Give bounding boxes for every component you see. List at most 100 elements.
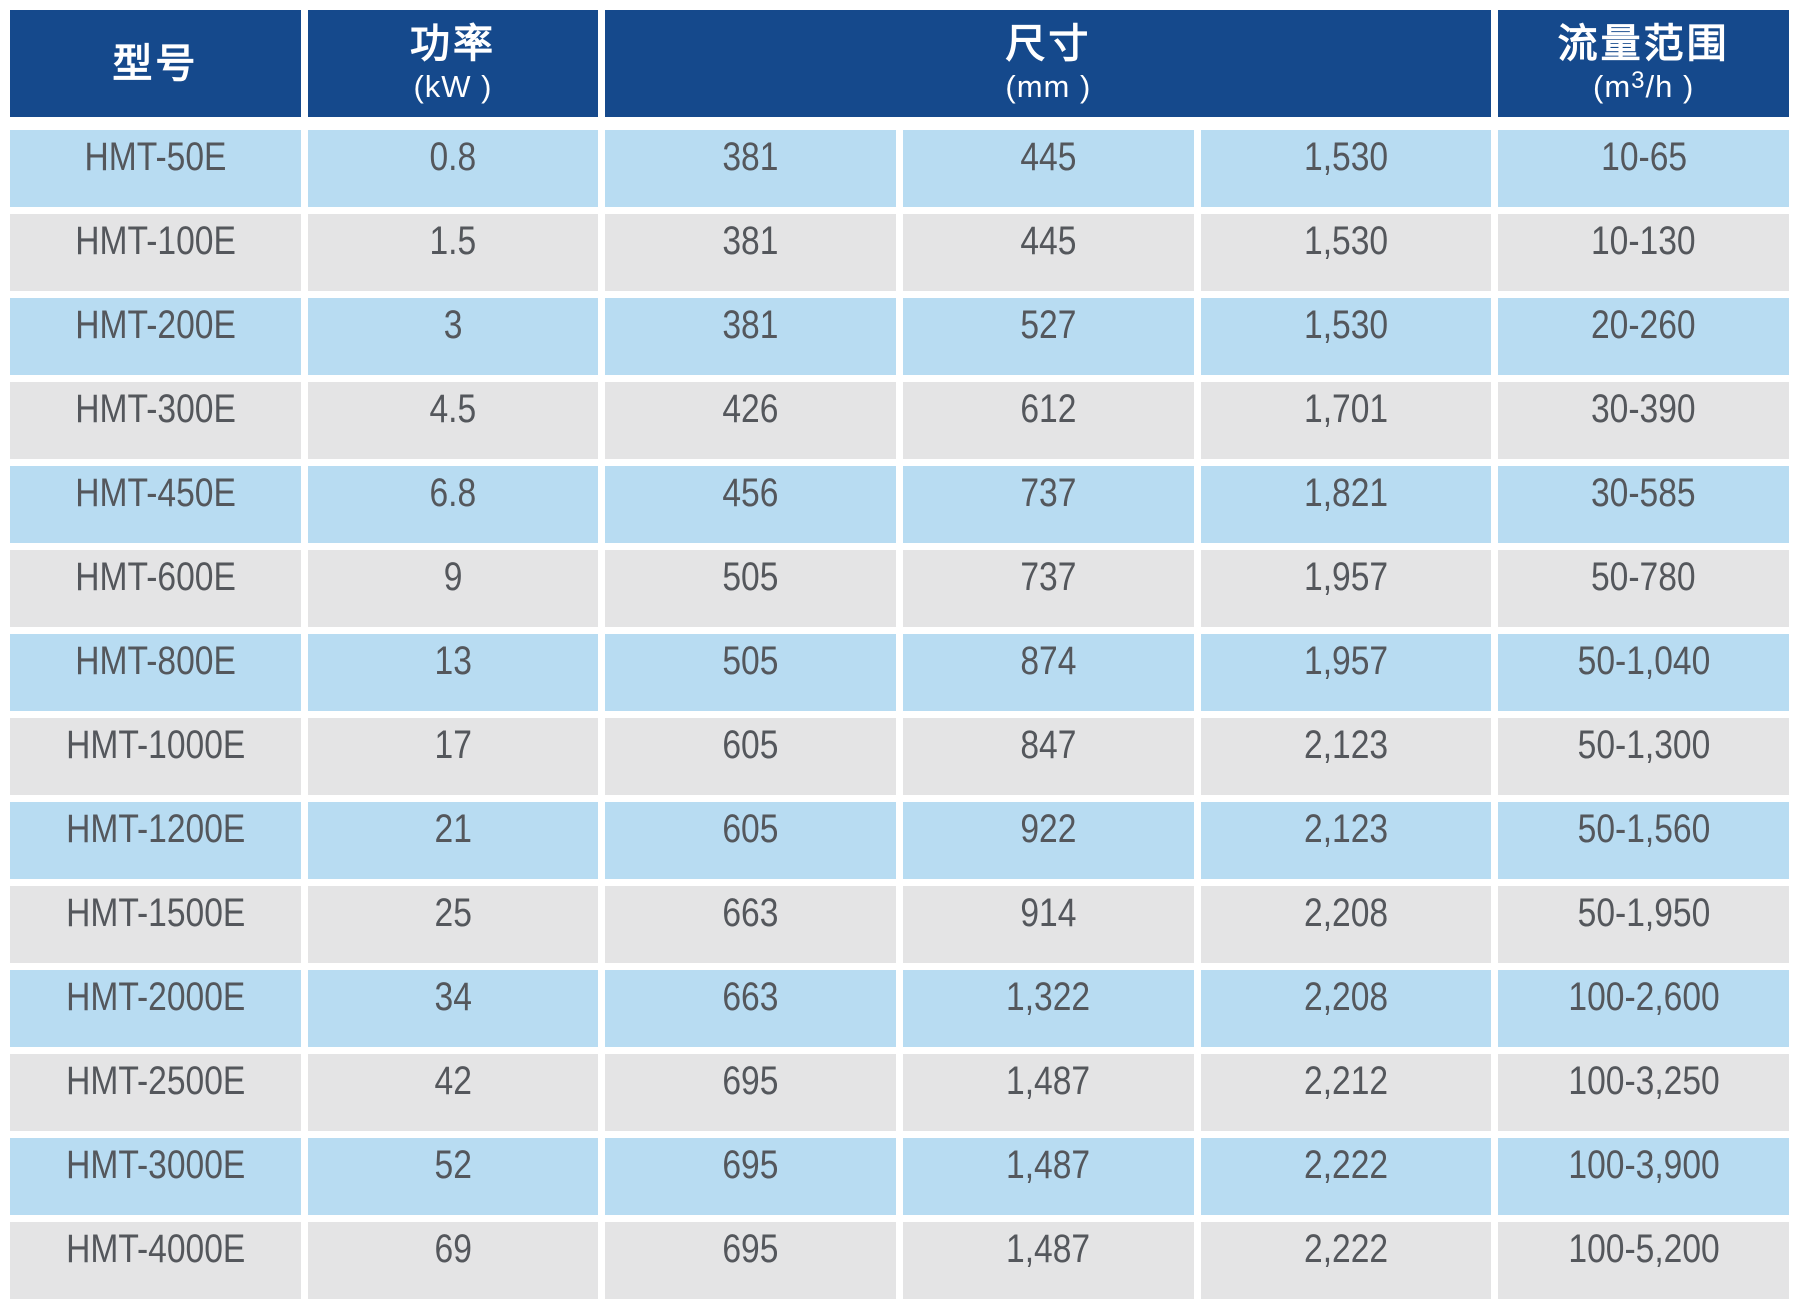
cell-value: HMT-50E <box>84 135 227 179</box>
cell-dim-2-row-10: 914 <box>902 886 1194 963</box>
cell-value: 100-5,200 <box>1567 1227 1720 1271</box>
cell-value: 50-780 <box>1591 555 1696 599</box>
header-flow-range: 流量范围 (m3/h ) <box>1498 10 1789 117</box>
cell-dim-3-row-9: 2,123 <box>1200 802 1492 879</box>
cell-model-row-11: HMT-2000E <box>10 970 301 1047</box>
cell-flow-range-row-13: 100-3,900 <box>1498 1138 1789 1215</box>
cell-value: 426 <box>722 387 779 431</box>
cell-value: HMT-1000E <box>65 723 245 767</box>
cell-value: 69 <box>434 1227 472 1271</box>
cell-value: 6.8 <box>429 471 477 515</box>
header-power: 功率 (kW ) <box>307 10 599 117</box>
cell-value: HMT-4000E <box>65 1227 245 1271</box>
cell-value: 10-65 <box>1600 135 1687 179</box>
cell-dim-3-row-14: 2,222 <box>1200 1222 1492 1299</box>
cell-power-kw-row-6: 9 <box>307 550 599 627</box>
cell-flow-range-row-3: 20-260 <box>1498 298 1789 375</box>
cell-power-kw-row-4: 4.5 <box>307 382 599 459</box>
cell-dim-2-row-6: 737 <box>902 550 1194 627</box>
cell-model-row-1: HMT-50E <box>10 130 301 207</box>
table-body: HMT-50E 0.8 381 445 1,530 10-65 HMT-100E 1.5 381… <box>10 130 1789 1299</box>
cell-value: 2,208 <box>1303 891 1389 935</box>
cell-dim-3-row-4: 1,701 <box>1200 382 1492 459</box>
cell-value: 1,322 <box>1006 975 1091 1019</box>
cell-value: 20-260 <box>1591 303 1696 347</box>
cell-dim-3-row-7: 1,957 <box>1200 634 1492 711</box>
flow-unit-prefix: (m <box>1593 69 1632 105</box>
cell-dim-1-row-8: 605 <box>605 718 896 795</box>
cell-value: 1,487 <box>1006 1059 1091 1103</box>
cell-value: 914 <box>1020 891 1077 935</box>
cell-value: 663 <box>722 891 779 935</box>
cell-flow-range-row-11: 100-2,600 <box>1498 970 1789 1047</box>
cell-dim-2-row-1: 445 <box>902 130 1194 207</box>
cell-value: 874 <box>1020 639 1077 683</box>
cell-model-row-6: HMT-600E <box>10 550 301 627</box>
cell-value: 50-1,560 <box>1577 807 1710 851</box>
cell-dim-1-row-6: 505 <box>605 550 896 627</box>
cell-dim-1-row-14: 695 <box>605 1222 896 1299</box>
cell-value: 30-585 <box>1591 471 1696 515</box>
cell-power-kw-row-13: 52 <box>307 1138 599 1215</box>
cell-value: 1,701 <box>1303 387 1389 431</box>
cell-flow-range-row-2: 10-130 <box>1498 214 1789 291</box>
cell-dim-1-row-9: 605 <box>605 802 896 879</box>
cell-value: 381 <box>722 303 779 347</box>
cell-dim-3-row-3: 1,530 <box>1200 298 1492 375</box>
cell-power-kw-row-14: 69 <box>307 1222 599 1299</box>
cell-value: 2,222 <box>1303 1143 1389 1187</box>
cell-value: 737 <box>1020 471 1077 515</box>
cell-dim-3-row-1: 1,530 <box>1200 130 1492 207</box>
cell-power-kw-row-1: 0.8 <box>307 130 599 207</box>
cell-value: 2,222 <box>1303 1227 1389 1271</box>
cell-value: 445 <box>1020 135 1077 179</box>
cell-value: 2,123 <box>1303 807 1389 851</box>
table-header-row: 型号 功率 (kW ) 尺寸 (mm ) 流量范围 (m3/h ) <box>10 10 1789 117</box>
cell-dim-2-row-14: 1,487 <box>902 1222 1194 1299</box>
cell-dim-3-row-12: 2,212 <box>1200 1054 1492 1131</box>
cell-value: 1,821 <box>1303 471 1389 515</box>
cell-value: 1,530 <box>1303 135 1389 179</box>
header-model: 型号 <box>10 10 301 117</box>
cell-model-row-9: HMT-1200E <box>10 802 301 879</box>
cell-power-kw-row-8: 17 <box>307 718 599 795</box>
cell-value: 13 <box>434 639 472 683</box>
flow-unit-suffix: /h ) <box>1645 69 1695 105</box>
cell-value: 10-130 <box>1591 219 1696 263</box>
cell-value: 2,212 <box>1303 1059 1389 1103</box>
cell-value: 0.8 <box>429 135 477 179</box>
cell-value: 527 <box>1020 303 1077 347</box>
cell-dim-1-row-12: 695 <box>605 1054 896 1131</box>
cell-dim-1-row-3: 381 <box>605 298 896 375</box>
cell-value: 100-3,900 <box>1567 1143 1720 1187</box>
cell-model-row-10: HMT-1500E <box>10 886 301 963</box>
cell-value: 50-1,950 <box>1577 891 1710 935</box>
header-flow-unit: (m3/h ) <box>1593 68 1695 105</box>
cell-flow-range-row-5: 30-585 <box>1498 466 1789 543</box>
cell-dim-1-row-7: 505 <box>605 634 896 711</box>
header-model-title: 型号 <box>112 41 199 86</box>
cell-power-kw-row-11: 34 <box>307 970 599 1047</box>
cell-dim-2-row-5: 737 <box>902 466 1194 543</box>
cell-power-kw-row-2: 1.5 <box>307 214 599 291</box>
cell-value: 456 <box>722 471 779 515</box>
cell-model-row-14: HMT-4000E <box>10 1222 301 1299</box>
cell-power-kw-row-5: 6.8 <box>307 466 599 543</box>
cell-value: HMT-3000E <box>65 1143 245 1187</box>
cell-power-kw-row-9: 21 <box>307 802 599 879</box>
cell-value: 922 <box>1020 807 1077 851</box>
cell-model-row-2: HMT-100E <box>10 214 301 291</box>
cell-value: HMT-200E <box>75 303 236 347</box>
cell-dim-3-row-13: 2,222 <box>1200 1138 1492 1215</box>
cell-dim-3-row-5: 1,821 <box>1200 466 1492 543</box>
cell-value: 695 <box>722 1143 779 1187</box>
cell-dim-2-row-11: 1,322 <box>902 970 1194 1047</box>
cell-value: 34 <box>434 975 472 1019</box>
cell-dim-1-row-10: 663 <box>605 886 896 963</box>
cell-value: 9 <box>443 555 463 599</box>
cell-value: 605 <box>722 807 779 851</box>
cell-value: 17 <box>434 723 472 767</box>
cell-dim-2-row-13: 1,487 <box>902 1138 1194 1215</box>
cell-value: HMT-800E <box>75 639 236 683</box>
